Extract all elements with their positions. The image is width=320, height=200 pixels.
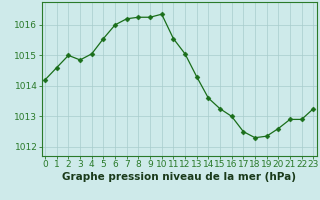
X-axis label: Graphe pression niveau de la mer (hPa): Graphe pression niveau de la mer (hPa)	[62, 172, 296, 182]
